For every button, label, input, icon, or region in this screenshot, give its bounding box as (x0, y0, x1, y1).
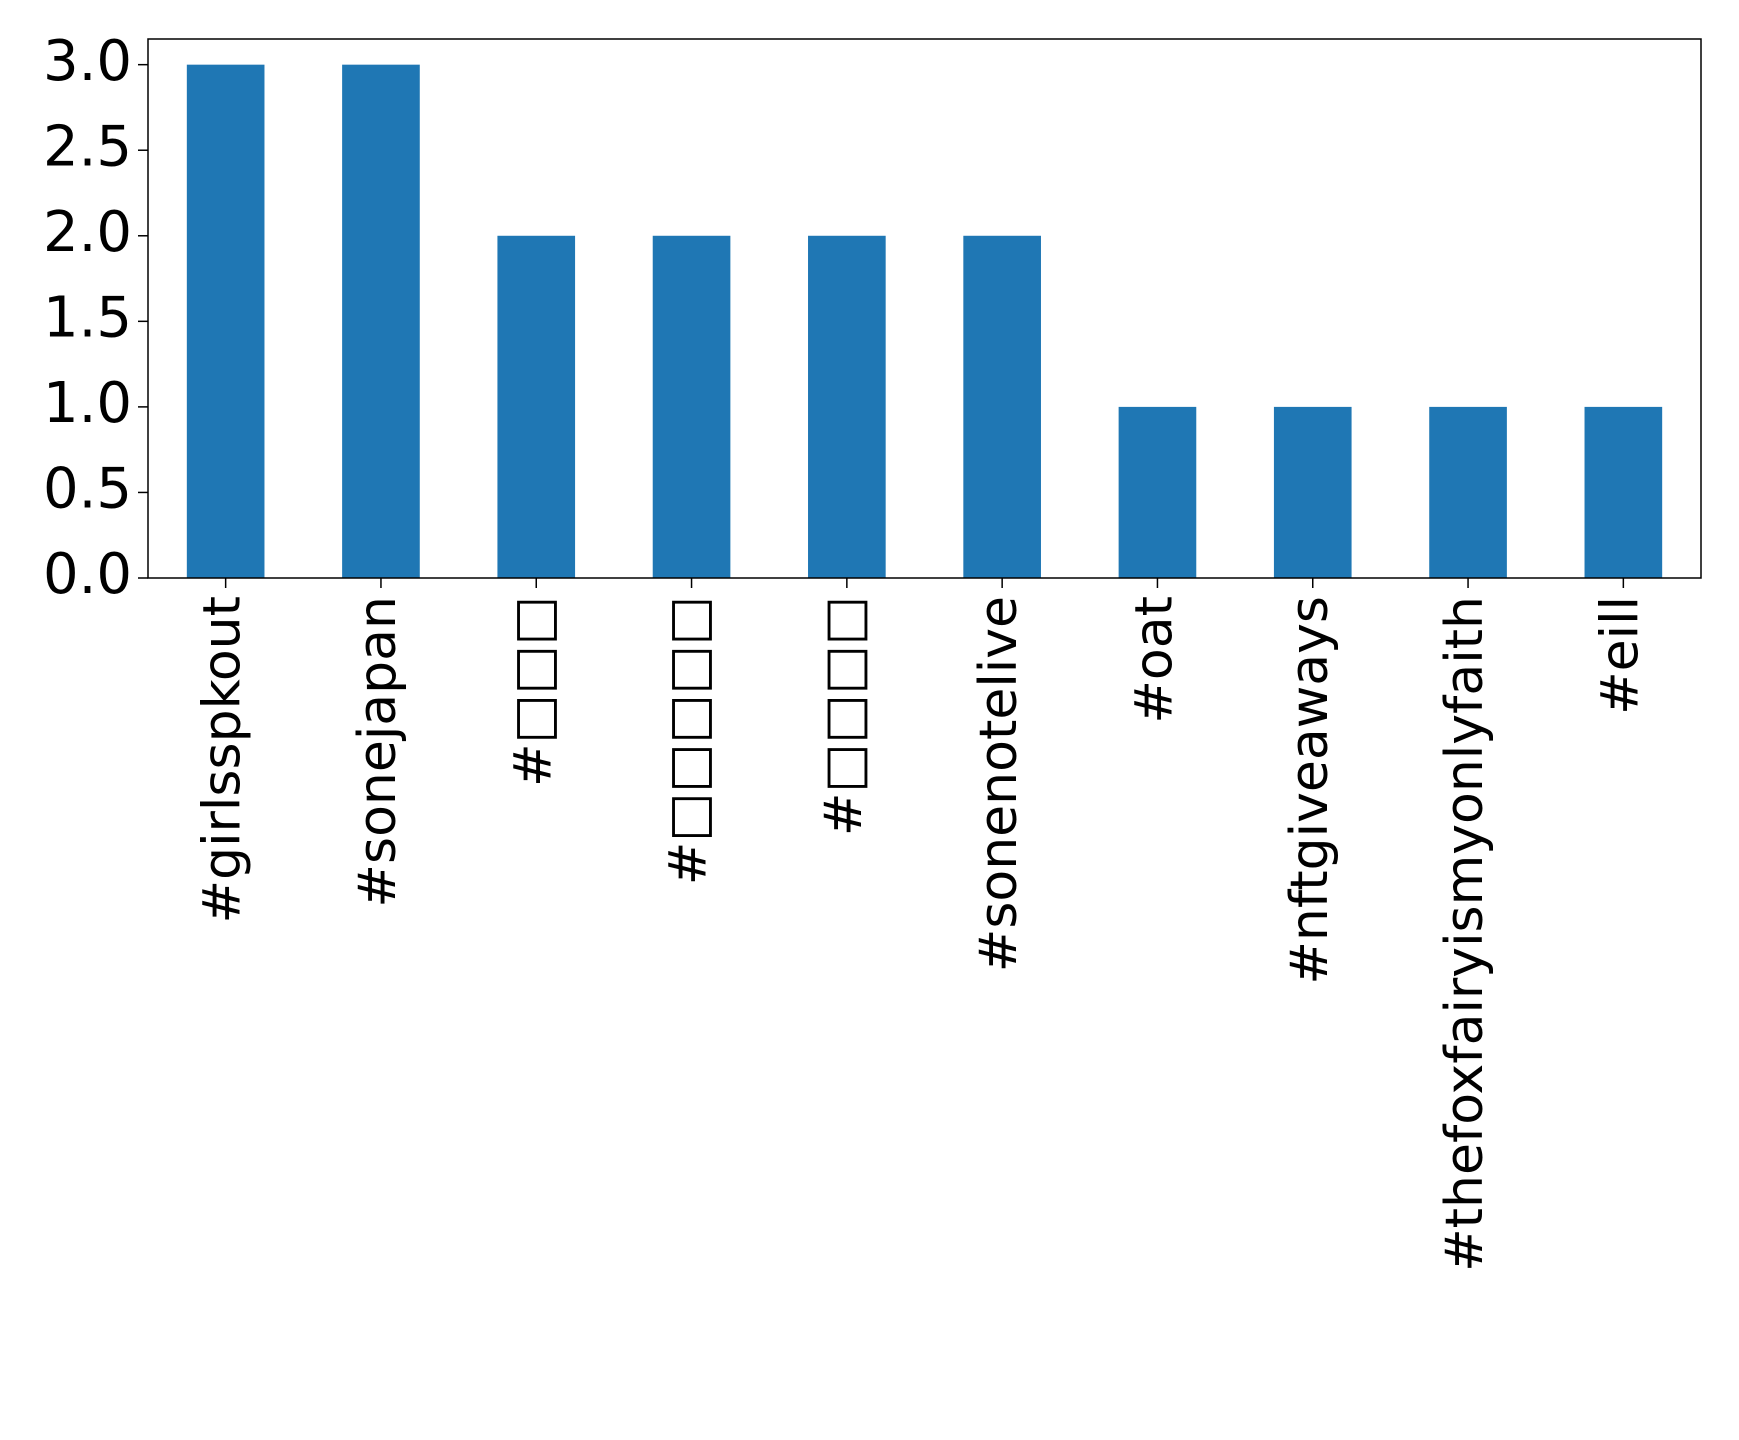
x-tick-label: #sonejapan (348, 596, 408, 908)
y-tick-label: 1.5 (43, 285, 132, 350)
bar (1118, 406, 1197, 578)
y-tick-label: 3.0 (43, 29, 132, 94)
bar (342, 64, 420, 578)
x-tick-label: #thefoxfairyismyonlyfaith (1435, 596, 1495, 1272)
y-tick-label: 0.0 (43, 542, 132, 607)
plot-frame (147, 38, 1702, 579)
x-tick-label: #eill (1590, 596, 1650, 715)
x-tick-label: #□□□□ (814, 596, 874, 836)
bar (1429, 406, 1507, 578)
x-tick-label: #□□□ (503, 596, 563, 787)
bar (963, 235, 1041, 578)
bar (652, 235, 731, 578)
y-tick-label: 1.0 (43, 371, 132, 436)
x-tick-label: #□□□□□ (659, 596, 719, 885)
y-tick-label: 2.5 (43, 114, 132, 179)
bar (808, 235, 886, 578)
x-tick-label: #nftgiveaways (1280, 596, 1340, 985)
bar (1584, 406, 1663, 578)
bar (186, 64, 265, 578)
bar (1273, 406, 1352, 578)
x-tick-label: #girlsspkout (193, 596, 253, 923)
y-tick-label: 2.0 (43, 200, 132, 265)
y-tick-label: 0.5 (43, 457, 132, 522)
x-tick-label: #oat (1124, 596, 1184, 724)
x-tick-label: #sonenotelive (969, 596, 1029, 972)
bar (497, 235, 576, 578)
